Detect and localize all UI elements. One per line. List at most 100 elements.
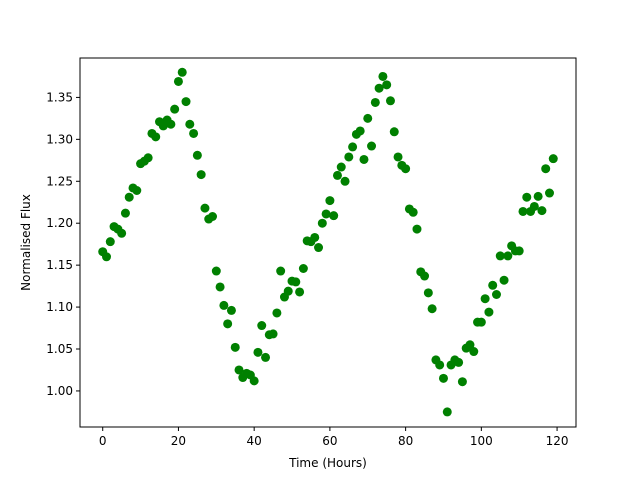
data-point (276, 266, 286, 276)
data-point (310, 232, 320, 242)
data-point (541, 164, 551, 174)
data-point (196, 170, 206, 180)
data-point (132, 186, 142, 195)
x-axis-label: Time (Hours) (288, 456, 367, 470)
data-point (329, 211, 339, 221)
data-point (503, 251, 513, 261)
data-point (170, 104, 180, 114)
x-tick-label: 100 (470, 434, 493, 448)
data-point (469, 347, 479, 357)
data-point (295, 287, 305, 297)
y-tick-label: 1.20 (46, 216, 73, 230)
data-point (374, 83, 384, 93)
data-point (518, 206, 528, 216)
x-tick-label: 80 (398, 434, 413, 448)
data-point (355, 126, 365, 136)
data-point (211, 266, 221, 276)
data-point (234, 365, 244, 375)
data-point (189, 128, 199, 138)
data-point (268, 329, 278, 339)
data-point (548, 154, 558, 164)
data-point (120, 208, 130, 218)
data-point (385, 96, 395, 106)
data-point (219, 300, 229, 310)
data-point (166, 119, 176, 129)
data-point (537, 206, 547, 216)
data-point (420, 271, 430, 281)
data-point (249, 376, 259, 386)
data-points (98, 67, 558, 417)
data-point (117, 228, 127, 238)
data-point (359, 154, 369, 164)
data-point (321, 209, 331, 219)
data-point (230, 342, 240, 352)
y-tick-label: 1.35 (46, 90, 73, 104)
data-point (378, 71, 388, 81)
data-point (491, 290, 501, 299)
data-point (423, 288, 433, 298)
y-tick-label: 1.05 (46, 342, 73, 356)
data-point (370, 97, 380, 107)
y-axis-label: Normalised Flux (19, 194, 33, 291)
x-tick-label: 60 (322, 434, 337, 448)
data-point (442, 407, 452, 417)
data-point (215, 282, 225, 292)
data-point (514, 246, 524, 256)
data-point (283, 286, 293, 296)
data-point (325, 196, 335, 206)
data-point (427, 304, 437, 314)
y-tick-label: 1.10 (46, 300, 73, 314)
y-tick-label: 1.00 (46, 384, 73, 398)
data-point (177, 67, 187, 77)
data-point (457, 377, 467, 387)
data-point (143, 153, 153, 163)
data-point (522, 192, 532, 202)
data-point (344, 152, 354, 162)
data-point (208, 212, 218, 221)
data-point (412, 224, 422, 234)
data-point (298, 264, 308, 273)
data-point (200, 203, 210, 213)
data-point (367, 141, 377, 151)
data-point (435, 360, 445, 370)
data-point (185, 119, 195, 129)
data-point (314, 243, 324, 253)
x-tick-label: 20 (171, 434, 186, 448)
y-tick-label: 1.30 (46, 132, 73, 146)
data-point (332, 170, 342, 180)
data-point (348, 142, 358, 152)
data-point (393, 152, 403, 162)
data-point (382, 80, 392, 90)
data-point (336, 162, 346, 172)
x-axis-ticks: 0 20 40 60 80 100 120 (99, 427, 569, 448)
data-point (291, 277, 301, 287)
data-point (261, 352, 271, 362)
data-point (454, 357, 464, 367)
data-point (102, 252, 111, 262)
data-point (484, 307, 494, 317)
data-point (401, 164, 411, 174)
y-tick-label: 1.15 (46, 258, 73, 272)
data-point (389, 127, 399, 137)
data-point (257, 321, 267, 331)
data-point (480, 294, 490, 304)
plot-frame (79, 57, 577, 428)
data-point (499, 275, 509, 285)
data-point (438, 373, 448, 383)
data-point (533, 191, 543, 201)
x-tick-label: 120 (546, 434, 569, 448)
data-point (465, 340, 475, 350)
x-tick-label: 0 (99, 434, 107, 448)
data-point (272, 308, 282, 318)
data-point (151, 132, 161, 142)
data-point (317, 218, 327, 228)
data-point (223, 319, 233, 329)
data-point (105, 237, 115, 247)
data-point (545, 188, 554, 198)
data-point (408, 207, 418, 217)
data-point (192, 150, 202, 160)
data-point (363, 113, 373, 123)
data-point (181, 97, 191, 107)
